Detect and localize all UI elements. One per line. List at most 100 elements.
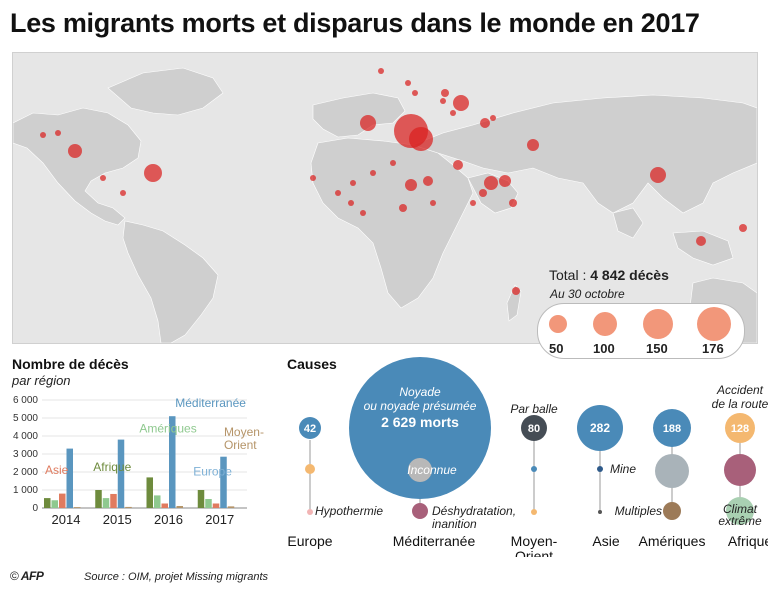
bubble-climat [726,497,754,525]
region-label-ameriques: Amériques [639,533,706,549]
bar-amriques-2014 [51,500,58,508]
death-dot [405,80,411,86]
bubble-value-moyen-orient: 80 [528,423,540,435]
bar-mditerrane-2014 [66,448,73,508]
bubble-afrique-2 [724,454,756,486]
y-tick-label: 3 000 [13,449,38,460]
x-tick-label: 2014 [52,512,81,527]
death-dot [512,287,520,295]
death-dot [650,167,666,183]
size-legend-svg [549,307,731,341]
death-dot [527,139,539,151]
bubble-deshydratation [412,503,428,519]
y-tick-label: 4 000 [13,431,38,442]
death-dot [409,127,433,151]
death-dot [490,115,496,121]
cause-dot [305,464,315,474]
region-label-europe: Europe [287,533,332,549]
death-dot [484,176,498,190]
world-map-svg [13,67,757,343]
death-dot [412,90,418,96]
region-label-moyen-orient: Moyen-Orient [511,533,558,557]
death-dot [120,190,126,196]
series-label-asie: Asie [45,463,69,477]
death-dot [390,160,396,166]
x-tick-label: 2015 [103,512,132,527]
death-dot [68,144,82,158]
bar-amriques-2015 [102,498,110,508]
death-dot [479,189,487,197]
bar-moyenorient-2016 [176,506,183,508]
cause-label-inconnue: Inconnue [407,463,457,477]
x-tick-label: 2017 [205,512,234,527]
legend-label-176: 176 [702,341,724,356]
death-dot [55,130,61,136]
bar-amriques-2016 [154,495,161,508]
legend-dot-100 [593,312,617,336]
land-shapes [13,67,757,343]
bubble-mediterranee [349,357,491,499]
cause-label-hypothermie: Hypothermie [315,504,383,518]
bar-asie-2014 [59,493,66,508]
bubble-asie [577,405,623,451]
death-dot [509,199,517,207]
death-dot [378,68,384,74]
death-dot [423,176,433,186]
legend-dot-176 [697,307,731,341]
death-dot [450,110,456,116]
death-dot [453,95,469,111]
bar-chart-title: Nombre de décès [12,356,129,372]
page-title: Les migrants morts et disparus dans le m… [10,8,700,38]
legend-label-150: 150 [646,341,668,356]
world-map [12,52,758,344]
y-tick-label: 1 000 [13,485,38,496]
death-dot [399,204,407,212]
bar-mditerrane-2016 [169,416,176,508]
legend-label-50: 50 [549,341,564,356]
series-label-europe: Europe [193,465,232,479]
region-label-mediterranee: Méditerranée [393,533,476,549]
bar-moyenorient-2017 [227,506,235,508]
death-dot [499,175,511,187]
death-dot [470,200,476,206]
causes-title: Causes [287,356,337,372]
death-dot [480,118,490,128]
bubble-europe [299,417,321,439]
series-label-moyen-orient: Moyen-Orient [224,425,264,452]
date-note: Au 30 octobre [550,287,625,301]
x-tick-label: 2016 [154,512,183,527]
bar-chart: 0 1 000 2 000 3 000 4 000 5 000 6 000 2014 2015 2… [13,395,264,527]
bubble-inconnue [408,458,432,482]
death-dot [370,170,376,176]
death-dot [310,175,316,181]
y-tick-label: 6 000 [13,395,38,406]
bubble-value-europe: 42 [304,423,316,435]
death-dot [441,89,449,97]
bubble-ameriques [653,409,691,447]
y-tick-label: 5 000 [13,413,38,424]
cause-label-deshydratation: Déshydratation, inanition [432,504,516,531]
bar-mditerrane-2015 [117,439,125,508]
bubble-multiples [663,502,681,520]
bar-asie-2017 [212,503,220,508]
bubble-ameriques-2 [655,454,689,488]
legend-dot-50 [549,315,567,333]
bubble-value-asie: 282 [590,421,610,435]
bar-moyenorient-2014 [74,507,81,508]
cause-dot [307,509,313,515]
bubble-value-mediterranee: 2 629 morts [381,414,459,430]
death-dot [348,200,354,206]
bubble-main-label-afrique: Accident de la route [712,383,768,411]
bar-afrique-2014 [44,498,51,508]
region-label-asie: Asie [592,533,619,549]
total-line: Total : 4 842 décès [549,267,669,283]
size-legend: 50 100 150 176 [537,303,745,359]
total-label: Total : [549,267,591,283]
copyright: © [10,569,19,583]
death-dot [350,180,356,186]
bubble-main-label-moyen-orient: Par balle [510,402,558,416]
death-dot [40,132,46,138]
bubble-value-ameriques: 188 [663,423,681,435]
region-label-afrique: Afrique [728,533,768,549]
bar-afrique-2017 [197,490,205,508]
